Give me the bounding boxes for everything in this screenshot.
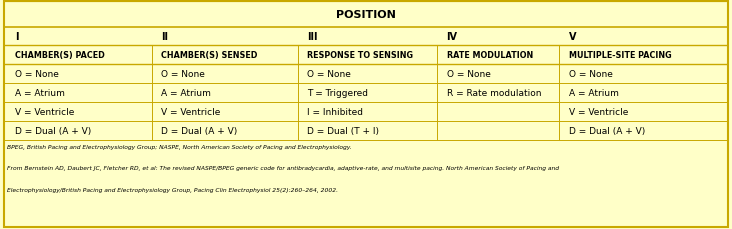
Text: V = Ventricle: V = Ventricle: [161, 107, 220, 117]
Text: A = Atrium: A = Atrium: [15, 89, 64, 98]
Text: CHAMBER(S) SENSED: CHAMBER(S) SENSED: [161, 51, 258, 60]
Text: I = Inhibited: I = Inhibited: [307, 107, 364, 117]
Text: O = None: O = None: [307, 70, 351, 79]
Text: V = Ventricle: V = Ventricle: [569, 107, 628, 117]
Text: T = Triggered: T = Triggered: [307, 89, 368, 98]
Text: Electrophysiology/British Pacing and Electrophysiology Group, Pacing Clin Electr: Electrophysiology/British Pacing and Ele…: [7, 187, 338, 192]
Text: V: V: [569, 32, 576, 42]
Text: A = Atrium: A = Atrium: [161, 89, 211, 98]
Text: From Bernstein AD, Daubert JC, Fletcher RD, et al: The revised NASPE/BPEG generi: From Bernstein AD, Daubert JC, Fletcher …: [7, 166, 559, 171]
Text: O = None: O = None: [15, 70, 59, 79]
Text: RESPONSE TO SENSING: RESPONSE TO SENSING: [307, 51, 414, 60]
Text: IV: IV: [447, 32, 458, 42]
Text: D = Dual (A + V): D = Dual (A + V): [161, 126, 237, 135]
Text: III: III: [307, 32, 318, 42]
Text: O = None: O = None: [447, 70, 490, 79]
Text: V = Ventricle: V = Ventricle: [15, 107, 74, 117]
Text: II: II: [161, 32, 168, 42]
Text: CHAMBER(S) PACED: CHAMBER(S) PACED: [15, 51, 105, 60]
Text: POSITION: POSITION: [336, 10, 396, 20]
Text: BPEG, British Pacing and Electrophysiology Group; NASPE, North American Society : BPEG, British Pacing and Electrophysiolo…: [7, 145, 352, 150]
Text: RATE MODULATION: RATE MODULATION: [447, 51, 533, 60]
Text: I: I: [15, 32, 18, 42]
Text: MULTIPLE-SITE PACING: MULTIPLE-SITE PACING: [569, 51, 671, 60]
Text: D = Dual (A + V): D = Dual (A + V): [15, 126, 91, 135]
Text: D = Dual (A + V): D = Dual (A + V): [569, 126, 645, 135]
Text: O = None: O = None: [569, 70, 613, 79]
Text: R = Rate modulation: R = Rate modulation: [447, 89, 541, 98]
Text: A = Atrium: A = Atrium: [569, 89, 619, 98]
Text: D = Dual (T + I): D = Dual (T + I): [307, 126, 379, 135]
Text: O = None: O = None: [161, 70, 205, 79]
